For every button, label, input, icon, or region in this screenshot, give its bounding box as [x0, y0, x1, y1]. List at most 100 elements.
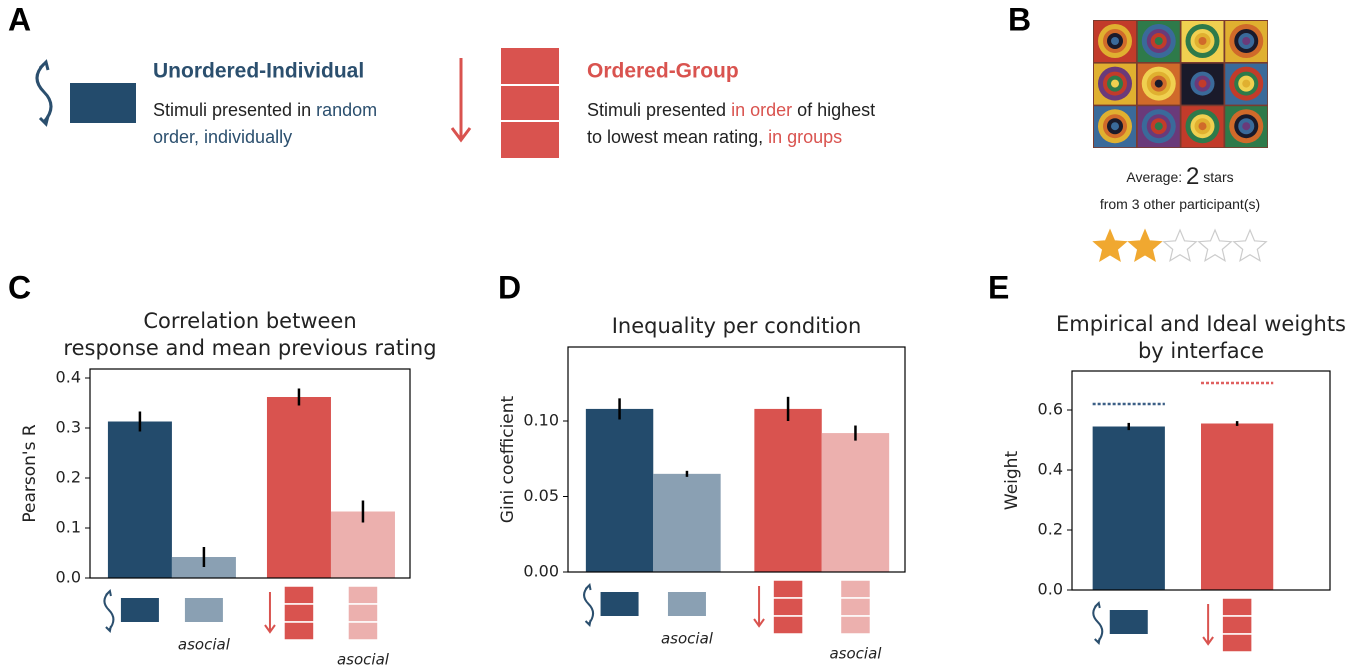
average-value: 2 [1186, 163, 1199, 190]
painting-ring [1242, 79, 1251, 88]
painting-ring [1242, 37, 1251, 45]
star [1162, 228, 1198, 263]
painting-ring [1111, 122, 1119, 131]
bar [585, 408, 654, 572]
unordered-icon [120, 598, 159, 622]
y-tick-label: 0.1 [56, 518, 81, 537]
y-tick-label: 0.4 [56, 368, 81, 387]
y-tick-label: 0.05 [523, 486, 559, 505]
y-tick-label: 0.4 [1038, 460, 1063, 479]
count-prefix: from [1100, 196, 1132, 212]
bar [330, 511, 395, 578]
x-category-label: asocial [178, 636, 231, 654]
ordered-icon [1221, 597, 1253, 617]
plot-frame [1071, 370, 1331, 591]
bar [754, 408, 822, 572]
ordered-icon [772, 597, 804, 617]
y-tick-label: 0.0 [1038, 580, 1063, 599]
down-arrow [264, 592, 276, 634]
condition-description: Stimuli presented in order of highest [587, 100, 875, 120]
chart-title: by interface [1138, 339, 1264, 363]
ordered-icon [839, 597, 872, 617]
condition-title: Ordered-Group [587, 60, 739, 83]
bar [653, 473, 721, 572]
painting [1093, 20, 1268, 148]
unordered-icon [184, 598, 223, 622]
participant-count: from 3 other participant(s) [1100, 196, 1260, 212]
description-segment: Stimuli presented in [153, 100, 316, 120]
y-tick-label: 0.2 [1038, 520, 1063, 539]
painting-ring [1111, 79, 1119, 88]
painting-ring [1242, 122, 1251, 131]
ordered-icon [839, 579, 872, 599]
count-suffix: other participant(s) [1140, 196, 1261, 212]
ordered-icon [1221, 615, 1253, 635]
ordered-icon [772, 615, 804, 635]
painting-ring [1198, 37, 1207, 45]
y-tick-label: 0.3 [56, 418, 81, 437]
chart-title: response and mean previous rating [63, 336, 436, 360]
ordered-icon [283, 621, 315, 641]
unordered-icon [70, 83, 136, 123]
painting-ring [1198, 122, 1207, 131]
y-tick-label: 0.2 [56, 468, 81, 487]
unordered-icon [1109, 610, 1148, 634]
down-arrow [1202, 604, 1214, 646]
panel-label: C [8, 269, 31, 305]
average-suffix: stars [1199, 169, 1233, 185]
star-rating [1092, 228, 1268, 263]
panel-label: B [1008, 1, 1031, 37]
bar [266, 397, 331, 578]
description-segment: random [316, 100, 377, 120]
condition-description: to lowest mean rating, in groups [587, 127, 842, 147]
x-category-label: asocial [661, 630, 714, 648]
bar [821, 433, 890, 572]
description-segment: order, individually [153, 127, 292, 147]
plot-frame [89, 368, 411, 579]
bar [1092, 426, 1165, 590]
average-rating: Average: 2 stars [1126, 163, 1233, 190]
painting-ring [1154, 37, 1163, 45]
bar [171, 557, 236, 578]
y-axis-label: Weight [1002, 451, 1022, 511]
x-category-label: asocial [829, 645, 882, 663]
description-segment: in order [731, 100, 792, 120]
description-segment: in groups [768, 127, 842, 147]
star [1197, 228, 1233, 263]
y-tick-label: 0.6 [1038, 400, 1063, 419]
painting-ring [1198, 79, 1207, 88]
description-segment: to lowest mean rating, [587, 127, 768, 147]
star [1232, 228, 1268, 263]
shuffle-icon [103, 588, 115, 634]
ordered-icon [839, 615, 872, 635]
unordered-icon [600, 592, 639, 616]
panel-label: E [988, 269, 1009, 305]
bar [1201, 423, 1274, 590]
chart-title: Correlation between [143, 309, 356, 333]
ordered-icon [499, 46, 561, 160]
shuffle-icon [35, 59, 53, 127]
ordered-icon [772, 579, 804, 599]
shuffle-icon [583, 582, 595, 628]
ordered-icon [283, 603, 315, 623]
painting-ring [1154, 79, 1163, 88]
painting-ring [1111, 37, 1119, 45]
ordered-icon [283, 585, 315, 605]
average-prefix: Average: [1126, 169, 1186, 185]
panel-label: A [8, 1, 31, 37]
description-segment: of highest [792, 100, 875, 120]
painting-ring [1154, 122, 1163, 131]
y-tick-label: 0.00 [523, 562, 559, 581]
shuffle-icon [1092, 600, 1104, 646]
y-tick-label: 0.10 [523, 410, 559, 429]
down-arrow [753, 586, 765, 628]
star [1092, 228, 1128, 263]
condition-title: Unordered-Individual [153, 60, 364, 83]
chart-title: Empirical and Ideal weights [1056, 312, 1346, 336]
unordered-icon [667, 592, 706, 616]
ordered-icon [347, 603, 379, 623]
chart-title: Inequality per condition [612, 314, 862, 338]
description-segment: Stimuli presented [587, 100, 731, 120]
down-arrow [450, 58, 472, 143]
